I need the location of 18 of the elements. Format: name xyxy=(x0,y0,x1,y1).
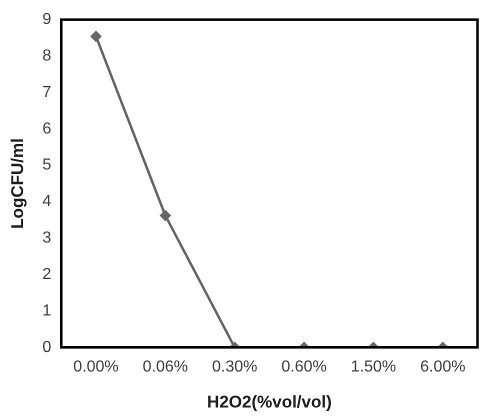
y-tick-label: 9 xyxy=(42,11,52,28)
y-axis-title: LogCFU/ml xyxy=(8,138,27,229)
y-tick-label: 8 xyxy=(42,47,52,64)
y-tick-label: 7 xyxy=(42,84,52,101)
x-tick-label: 0.60% xyxy=(281,358,327,376)
x-tick-label: 6.00% xyxy=(420,358,466,376)
x-tick-label: 0.00% xyxy=(73,358,119,376)
y-tick-label: 5 xyxy=(42,156,52,174)
y-tick-label: 0 xyxy=(42,338,52,356)
y-tick-label: 3 xyxy=(42,230,52,247)
y-tick-label: 2 xyxy=(42,266,52,283)
x-tick-label: 0.30% xyxy=(212,358,258,376)
x-tick-label: 1.50% xyxy=(350,358,396,376)
y-tick-label: 1 xyxy=(42,302,52,320)
y-tick-label: 4 xyxy=(42,193,52,210)
x-tick-label: 0.06% xyxy=(142,358,188,376)
y-tick-label: 6 xyxy=(42,120,52,138)
x-axis-title: H2O2(%vol/vol) xyxy=(207,392,332,412)
